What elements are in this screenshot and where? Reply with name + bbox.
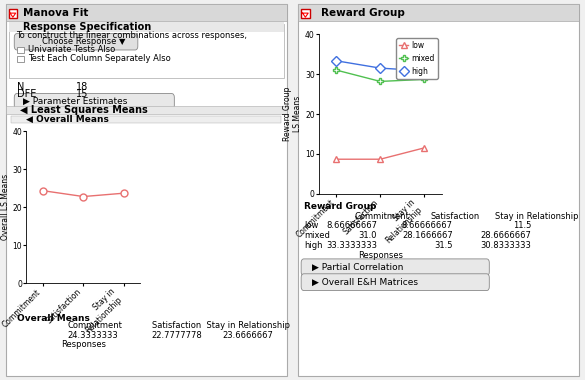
Text: 24.3333333: 24.3333333	[68, 331, 118, 340]
FancyBboxPatch shape	[298, 4, 579, 21]
Text: ◀ Overall Means: ◀ Overall Means	[26, 115, 108, 124]
FancyBboxPatch shape	[6, 106, 287, 114]
FancyBboxPatch shape	[9, 24, 284, 78]
Text: To construct the linear combinations across responses,: To construct the linear combinations acr…	[16, 31, 247, 40]
FancyBboxPatch shape	[298, 4, 579, 376]
Text: high: high	[304, 241, 322, 250]
Line: low: low	[333, 144, 428, 163]
Text: Satisfaction: Satisfaction	[431, 212, 480, 220]
Text: low: low	[304, 221, 318, 230]
Text: 31.5: 31.5	[434, 241, 453, 250]
Text: Commitment: Commitment	[68, 321, 122, 331]
Text: Satisfaction  Stay in Relationship: Satisfaction Stay in Relationship	[152, 321, 290, 331]
Legend: low, mixed, high: low, mixed, high	[396, 38, 438, 79]
Text: Manova Fit: Manova Fit	[23, 8, 88, 18]
Text: 22.7777778: 22.7777778	[152, 331, 202, 340]
Text: 23.6666667: 23.6666667	[222, 331, 273, 340]
Text: 28.6666667: 28.6666667	[480, 231, 531, 240]
FancyBboxPatch shape	[6, 4, 287, 376]
Text: 11.5: 11.5	[513, 221, 531, 230]
Bar	[17, 47, 24, 53]
Text: 15: 15	[76, 89, 88, 99]
Text: 8.66666667: 8.66666667	[326, 221, 377, 230]
mixed	[333, 68, 340, 73]
low	[421, 146, 428, 150]
Text: 31.0: 31.0	[359, 231, 377, 240]
FancyBboxPatch shape	[6, 4, 287, 21]
Text: 30.8333333: 30.8333333	[480, 241, 531, 250]
Text: Stay in Relationship: Stay in Relationship	[495, 212, 579, 220]
Text: Reward Group: Reward Group	[321, 8, 405, 18]
FancyBboxPatch shape	[301, 274, 489, 291]
Text: Overall Means: Overall Means	[17, 314, 90, 323]
FancyBboxPatch shape	[14, 33, 138, 50]
Text: 28.1666667: 28.1666667	[402, 231, 453, 240]
Bar	[9, 9, 17, 18]
high	[377, 66, 384, 70]
Text: ◀ Least Squares Means: ◀ Least Squares Means	[20, 105, 147, 115]
Text: Reward Group: Reward Group	[304, 202, 376, 211]
mixed	[421, 77, 428, 82]
Text: Choose Response ▼: Choose Response ▼	[42, 37, 126, 46]
FancyBboxPatch shape	[14, 93, 174, 109]
low	[333, 157, 340, 162]
Text: DFE: DFE	[17, 89, 36, 99]
X-axis label: Responses: Responses	[358, 251, 402, 260]
low	[377, 157, 384, 162]
Text: N: N	[17, 82, 25, 92]
Text: mixed: mixed	[304, 231, 330, 240]
Text: 33.3333333: 33.3333333	[326, 241, 377, 250]
Text: 18: 18	[76, 82, 88, 92]
FancyBboxPatch shape	[301, 259, 489, 276]
high	[421, 68, 428, 73]
Bar	[301, 9, 309, 18]
Text: Commitment: Commitment	[355, 212, 410, 220]
Y-axis label: Reward Group
LS Means: Reward Group LS Means	[283, 87, 302, 141]
Text: ▶ Overall E&H Matrices: ▶ Overall E&H Matrices	[312, 278, 418, 287]
Text: ▶ Parameter Estimates: ▶ Parameter Estimates	[23, 97, 127, 106]
Bar	[17, 56, 24, 62]
FancyBboxPatch shape	[9, 22, 284, 32]
Text: Test Each Column Separately Also: Test Each Column Separately Also	[28, 54, 171, 63]
Text: Univariate Tests Also: Univariate Tests Also	[28, 46, 116, 54]
mixed	[377, 79, 384, 84]
Y-axis label: Overall LS Means: Overall LS Means	[1, 174, 9, 240]
Text: 8.66666667: 8.66666667	[402, 221, 453, 230]
Text: ▶ Partial Correlation: ▶ Partial Correlation	[312, 263, 404, 272]
high	[333, 59, 340, 63]
Line: high: high	[333, 57, 428, 74]
Text: Response Specification: Response Specification	[23, 22, 151, 32]
X-axis label: Responses: Responses	[61, 340, 106, 349]
FancyBboxPatch shape	[12, 116, 281, 123]
Line: mixed: mixed	[333, 66, 428, 85]
